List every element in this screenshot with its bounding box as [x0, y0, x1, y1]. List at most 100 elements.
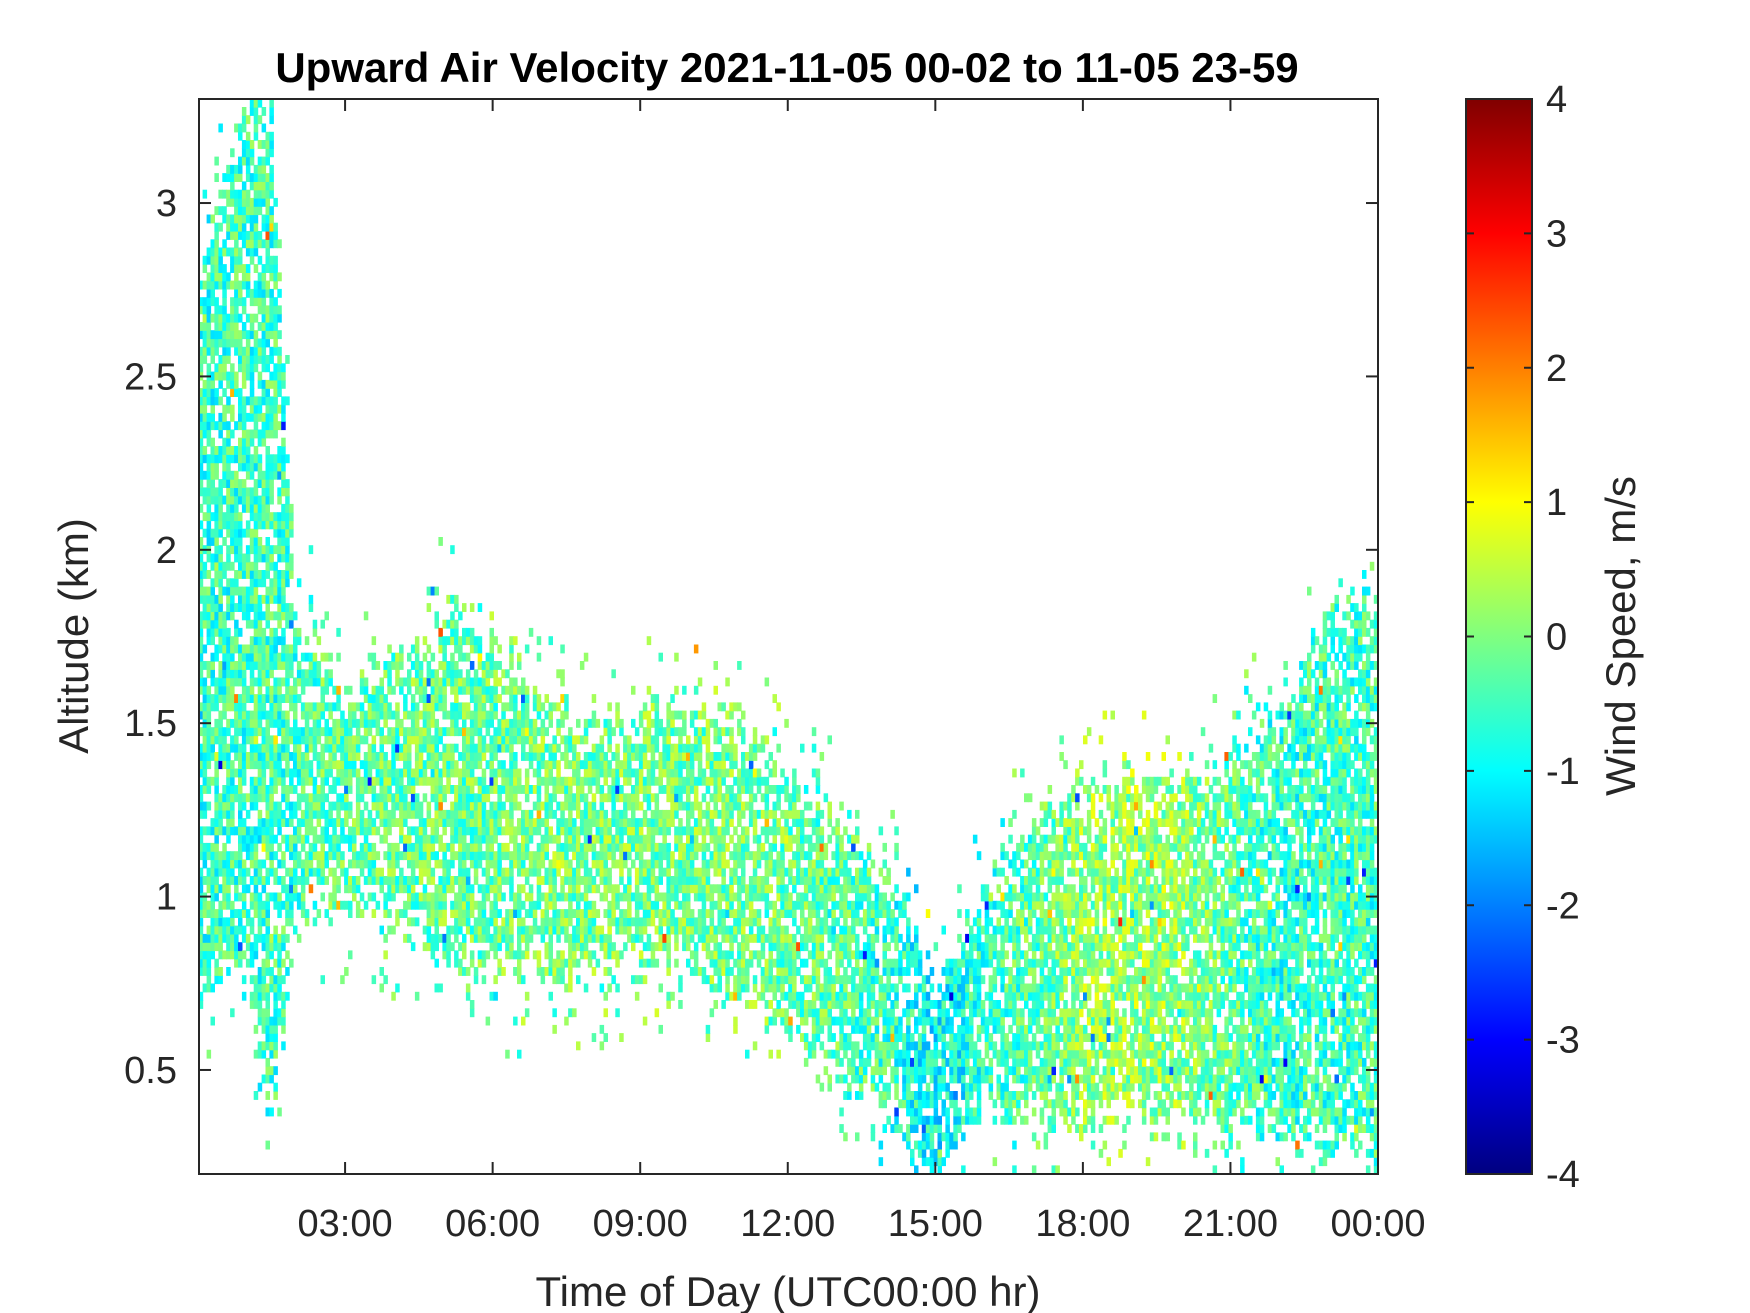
- heatmap-cell: [257, 636, 263, 646]
- heatmap-cell: [481, 900, 487, 910]
- heatmap-cell: [296, 760, 302, 770]
- heatmap-cell: [238, 793, 243, 803]
- heatmap-cell: [678, 776, 683, 786]
- heatmap-cell: [678, 768, 683, 778]
- heatmap-cell: [505, 1049, 510, 1059]
- heatmap-cell: [497, 661, 502, 670]
- heatmap-cell: [414, 752, 420, 761]
- heatmap-cell: [281, 925, 286, 935]
- heatmap-cell: [222, 561, 227, 571]
- heatmap-cell: [253, 346, 259, 356]
- heatmap-cell: [583, 925, 589, 935]
- heatmap-cell: [556, 975, 561, 985]
- heatmap-cell: [446, 867, 451, 877]
- heatmap-cell: [410, 661, 416, 670]
- heatmap-cell: [446, 884, 451, 894]
- heatmap-cell: [654, 727, 660, 737]
- heatmap-cell: [521, 718, 526, 728]
- heatmap-cell: [505, 768, 510, 778]
- heatmap-cell: [733, 876, 738, 885]
- heatmap-cell: [261, 156, 267, 166]
- heatmap-cell: [226, 578, 231, 588]
- heatmap-cell: [595, 785, 601, 794]
- heatmap-cell: [615, 842, 620, 852]
- heatmap-cell: [210, 297, 215, 307]
- heatmap-cell: [733, 851, 738, 861]
- heatmap-cell: [281, 718, 286, 728]
- heatmap-cell: [414, 793, 420, 803]
- heatmap-cell: [265, 313, 270, 323]
- heatmap-cell: [693, 644, 699, 654]
- heatmap-cell: [524, 735, 530, 745]
- heatmap-cell: [446, 818, 451, 827]
- heatmap-cell: [387, 661, 392, 670]
- heatmap-cell: [741, 925, 746, 935]
- heatmap-cell: [733, 983, 738, 993]
- heatmap-cell: [658, 909, 663, 918]
- heatmap-cell: [603, 851, 608, 861]
- heatmap-cell: [697, 925, 703, 935]
- heatmap-cell: [206, 958, 212, 968]
- heatmap-cell: [528, 785, 534, 794]
- heatmap-cell: [528, 851, 534, 861]
- heatmap-cell: [430, 752, 436, 761]
- heatmap-cell: [210, 487, 215, 497]
- heatmap-cell: [548, 892, 553, 902]
- heatmap-cell: [230, 809, 235, 819]
- heatmap-cell: [764, 826, 770, 836]
- heatmap-cell: [265, 1024, 270, 1034]
- heatmap-cell: [473, 718, 479, 728]
- heatmap-cell: [587, 826, 593, 836]
- heatmap-cell: [568, 884, 573, 894]
- heatmap-cell: [587, 950, 593, 960]
- heatmap-cell: [261, 1074, 267, 1084]
- heatmap-cell: [576, 900, 581, 910]
- heatmap-cell: [410, 942, 416, 952]
- heatmap-cell: [273, 322, 278, 331]
- heatmap-cell: [748, 785, 754, 794]
- heatmap-cell: [265, 718, 270, 728]
- heatmap-cell: [312, 619, 318, 629]
- heatmap-cell: [544, 917, 549, 927]
- heatmap-cell: [442, 884, 447, 894]
- heatmap-cell: [442, 768, 447, 778]
- heatmap-cell: [579, 876, 585, 885]
- heatmap-cell: [674, 768, 679, 778]
- heatmap-cell: [281, 677, 286, 687]
- heatmap-cell: [619, 818, 624, 827]
- heatmap-cell: [485, 925, 491, 935]
- heatmap-cell: [230, 677, 235, 687]
- heatmap-cell: [477, 884, 483, 894]
- heatmap-cell: [249, 197, 255, 207]
- heatmap-cell: [631, 793, 636, 803]
- heatmap-cell: [493, 727, 498, 737]
- heatmap-cell: [748, 760, 754, 770]
- heatmap-cell: [199, 479, 204, 488]
- heatmap-cell: [257, 826, 263, 836]
- heatmap-cell: [469, 892, 475, 902]
- heatmap-cell: [265, 1140, 270, 1150]
- heatmap-cell: [285, 892, 290, 902]
- heatmap-cell: [265, 1107, 270, 1117]
- heatmap-cell: [513, 702, 518, 712]
- heatmap-cell: [599, 1041, 605, 1051]
- heatmap-cell: [261, 214, 267, 224]
- heatmap-cell: [273, 718, 278, 728]
- heatmap-cell: [214, 396, 219, 406]
- heatmap-cell: [634, 991, 640, 1001]
- heatmap-cell: [281, 412, 286, 422]
- heatmap-cell: [528, 925, 534, 935]
- heatmap-cell: [238, 537, 243, 546]
- heatmap-cell: [238, 677, 243, 687]
- heatmap-cell: [230, 594, 235, 604]
- heatmap-cell: [261, 933, 267, 943]
- heatmap-cell: [214, 752, 219, 761]
- heatmap-cell: [517, 768, 522, 778]
- heatmap-cell: [768, 925, 773, 935]
- heatmap-cell: [281, 644, 286, 654]
- heatmap-cell: [202, 909, 208, 918]
- heatmap-cell: [226, 462, 231, 472]
- heatmap-cell: [261, 479, 267, 488]
- heatmap-cell: [391, 859, 396, 869]
- heatmap-cell: [391, 768, 396, 778]
